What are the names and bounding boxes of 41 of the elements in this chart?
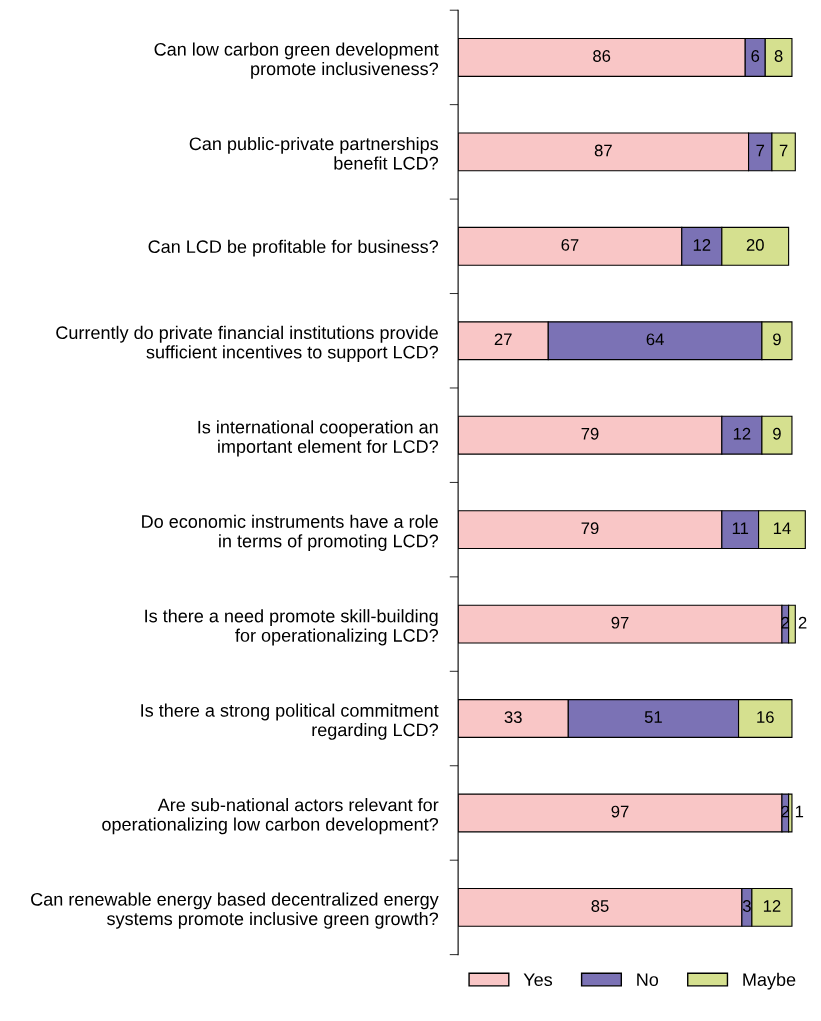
data-label: 27 [494, 333, 512, 346]
y-tick-label: Is there a need promote skill-building for operationalizing LCD? [145, 609, 439, 646]
y-tick-label: Can renewable energy based decentralized energy systems promote inclusive green growth? [31, 892, 439, 929]
y-tick-label: Do economic instruments have a role in terms of promoting LCD? [142, 514, 439, 551]
y-tick-label: Can public-private partnerships benefit LCD? [189, 136, 439, 170]
data-label: 20 [746, 238, 764, 251]
data-label: 6 [751, 50, 760, 62]
legend-label: Yes [523, 973, 553, 987]
data-label: 79 [581, 522, 599, 535]
data-label: 12 [733, 427, 751, 440]
data-label: 1 [795, 805, 804, 818]
data-label: 67 [561, 238, 579, 251]
data-label: 8 [774, 50, 783, 62]
data-label: 12 [763, 900, 781, 912]
data-label: 7 [756, 144, 765, 157]
y-tick-label: Are sub-national actors relevant for operationalizing low carbon development? [102, 798, 439, 835]
data-label: 7 [779, 144, 788, 157]
data-label: 51 [644, 711, 662, 723]
data-label: 11 [732, 522, 749, 534]
data-label: 9 [773, 427, 781, 440]
data-label: 14 [773, 522, 791, 534]
data-label: 87 [594, 144, 612, 157]
legend-label: Maybe [743, 972, 796, 990]
data-label: 97 [611, 616, 629, 629]
data-label: 3 [742, 900, 751, 912]
data-label: 9 [773, 333, 781, 346]
data-label: 12 [693, 238, 711, 251]
data-label: 85 [591, 900, 609, 912]
legend-label: No [637, 973, 659, 987]
y-tick-label: Can low carbon green development promote inclusiveness? [154, 42, 439, 79]
data-label: 16 [757, 711, 774, 723]
data-label: 33 [504, 711, 522, 723]
data-label: 97 [611, 805, 629, 818]
data-label: 2 [798, 616, 807, 629]
data-label: 64 [646, 333, 664, 346]
y-tick-label: Is there a strong political commitment regarding LCD? [141, 703, 439, 740]
data-label: 79 [581, 427, 599, 440]
data-label: 86 [593, 50, 611, 62]
y-tick-label: Currently do private financial institutions provide sufficient incentives to support LCD? [56, 325, 439, 363]
y-tick-label: Can LCD be profitable for business? [148, 239, 439, 257]
y-tick-label: Is international cooperation an important element for LCD? [198, 420, 439, 457]
